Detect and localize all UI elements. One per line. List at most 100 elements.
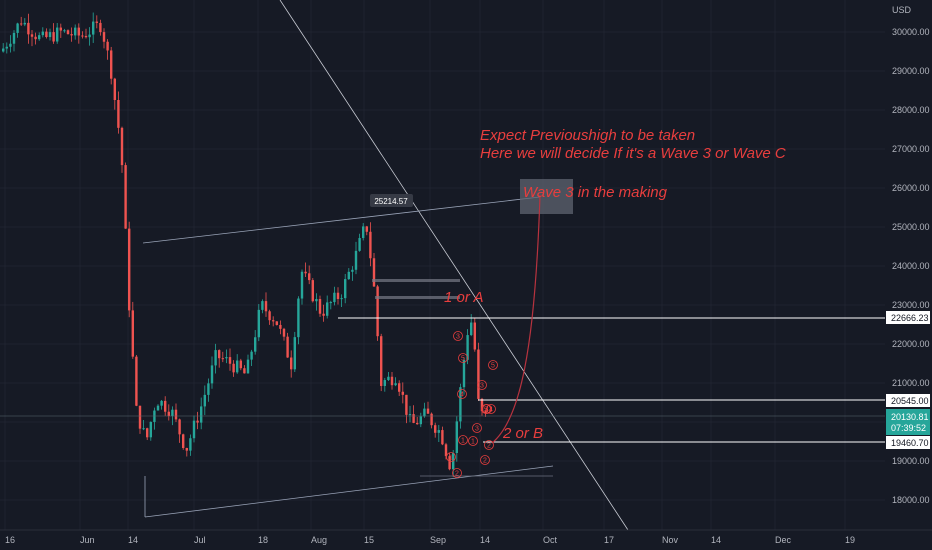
- candle-body: [218, 350, 221, 359]
- candle: [228, 348, 232, 371]
- candle: [398, 380, 401, 396]
- candle-body: [160, 400, 163, 406]
- candle-body: [311, 280, 314, 302]
- candle: [322, 304, 325, 322]
- candle: [117, 91, 120, 134]
- candle-body: [48, 32, 52, 38]
- time-axis[interactable]: 16 Jun 14 Jul 18 Aug 15 Sep 14 Oct 17 Nov 14 Dec 19: [0, 529, 932, 550]
- price-tag-22666: 22666.23: [891, 313, 929, 323]
- candle-body: [322, 313, 325, 316]
- price-axis[interactable]: USD 30000.00 29000.00 28000.00 27000.00 2600…: [885, 0, 932, 550]
- candle: [77, 23, 80, 44]
- candle: [358, 233, 361, 252]
- x-tick-label: Oct: [543, 535, 558, 545]
- wave-circle: [452, 468, 462, 478]
- candle: [308, 265, 311, 285]
- wave-label: 4: [457, 389, 467, 399]
- resistance-box-1: [372, 279, 460, 282]
- candle-body: [106, 41, 109, 51]
- candle-body: [203, 394, 206, 407]
- candle-body: [261, 301, 264, 310]
- candle-body: [20, 23, 23, 25]
- candle-body: [41, 31, 44, 36]
- y-tick-label: 29000.00: [892, 66, 930, 76]
- candle-body: [290, 357, 293, 370]
- wave-label: 1: [468, 436, 478, 446]
- candle: [20, 16, 23, 26]
- x-tick-label: Aug: [311, 535, 327, 545]
- candle-body: [480, 398, 484, 412]
- candle: [66, 29, 70, 35]
- candle-body: [430, 413, 433, 426]
- candle: [394, 377, 397, 387]
- candle: [74, 24, 77, 40]
- candle: [138, 405, 142, 434]
- wave-number: 2: [455, 471, 459, 478]
- y-tick-label: 22000.00: [892, 339, 930, 349]
- wave-circle: [486, 404, 496, 414]
- candle: [59, 23, 62, 38]
- candle-body: [221, 358, 224, 360]
- candle-body: [23, 22, 26, 25]
- candle: [214, 343, 217, 374]
- candle-body: [250, 351, 253, 360]
- wave-number: 1: [471, 439, 475, 446]
- candle-body: [45, 31, 48, 38]
- y-tick-label: 25000.00: [892, 222, 930, 232]
- candle-body: [110, 50, 113, 79]
- candle-body: [326, 302, 329, 316]
- x-tick-label: Jun: [80, 535, 95, 545]
- wave-label: 5: [488, 360, 498, 370]
- candle-body: [27, 22, 30, 35]
- candle-body: [117, 99, 120, 128]
- candle-body: [2, 48, 5, 52]
- candle-body: [102, 32, 106, 42]
- candle-body: [99, 22, 102, 33]
- candle-body: [171, 409, 174, 417]
- annotation-expect-line2: Here we will decide If it's a Wave 3 or …: [480, 145, 786, 162]
- candle-body: [214, 350, 217, 366]
- candle: [113, 77, 116, 110]
- candle: [41, 27, 44, 38]
- candle: [412, 405, 415, 424]
- y-tick-label: 21000.00: [892, 378, 930, 388]
- wave-circle: [453, 331, 463, 341]
- candle: [344, 273, 347, 304]
- wave-number: 5: [491, 363, 495, 370]
- candle: [297, 296, 300, 345]
- candle: [272, 316, 275, 327]
- candle: [304, 262, 307, 278]
- wave-label: 2: [484, 440, 494, 450]
- candle: [185, 447, 188, 457]
- high-marker: 25214.57: [370, 194, 413, 207]
- candle: [390, 371, 394, 390]
- candle-body: [120, 127, 124, 166]
- candle-body: [340, 298, 343, 300]
- wave-number: 4: [485, 407, 489, 414]
- candle: [462, 357, 466, 395]
- candle-body: [380, 336, 383, 386]
- candle: [203, 385, 206, 416]
- candle-body: [207, 383, 210, 395]
- x-tick-label: Nov: [662, 535, 679, 545]
- price-tag-current: 20130.81: [891, 412, 929, 422]
- candle-body: [470, 322, 473, 336]
- x-tick-label: 17: [604, 535, 614, 545]
- wave-circle: [446, 452, 456, 462]
- annotations: Expect Previoushigh to be taken Here we …: [444, 127, 786, 442]
- candle: [416, 416, 419, 425]
- candle-body: [369, 231, 372, 259]
- wave-number: 2: [483, 458, 487, 465]
- annotation-1-or-a: 1 or A: [444, 289, 483, 306]
- candle: [279, 320, 282, 335]
- wave-number: 5: [461, 356, 465, 363]
- candle: [192, 415, 196, 443]
- candle: [92, 12, 95, 43]
- candle-body: [5, 46, 8, 49]
- candle: [236, 354, 239, 374]
- candle: [178, 418, 181, 443]
- candle: [430, 412, 433, 429]
- candle-body: [448, 456, 451, 470]
